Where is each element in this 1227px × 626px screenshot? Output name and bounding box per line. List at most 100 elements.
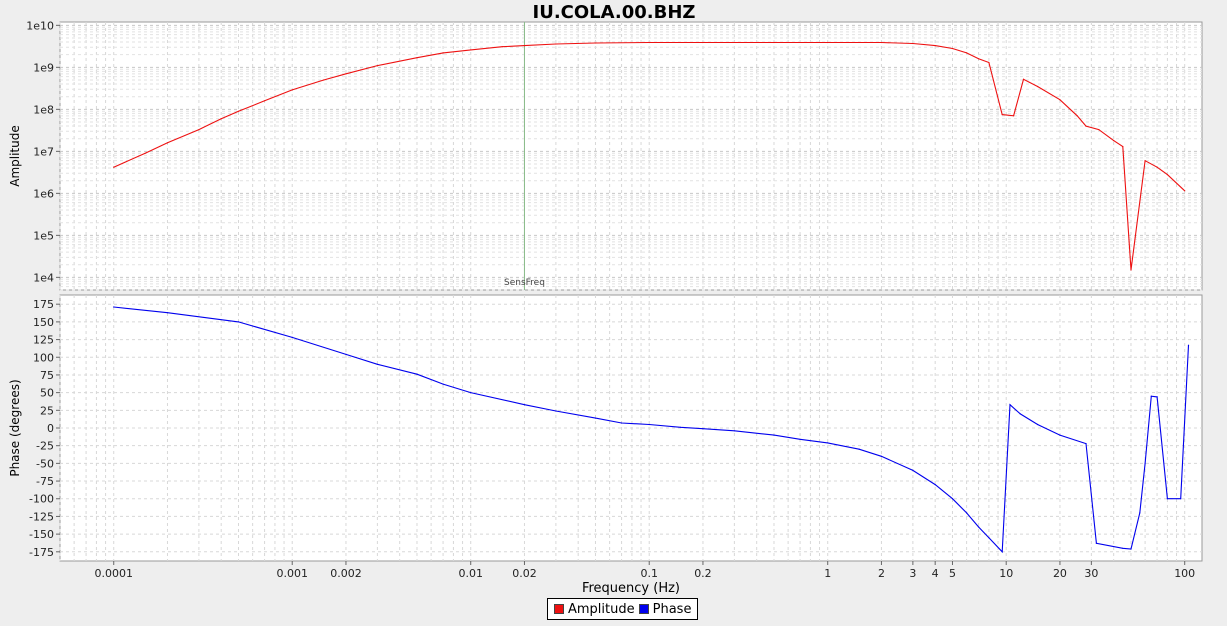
data-point-phase xyxy=(1187,344,1190,346)
data-point-amplitude xyxy=(1037,85,1039,88)
y-tick-label: 175 xyxy=(33,298,54,311)
legend-swatch-phase xyxy=(638,604,649,614)
data-point-phase xyxy=(237,321,240,323)
data-point-phase xyxy=(966,512,968,514)
data-point-amplitude xyxy=(1059,99,1061,101)
data-point-phase xyxy=(1180,498,1182,500)
data-point-phase xyxy=(1095,542,1097,544)
data-point-phase xyxy=(978,526,980,528)
data-point-phase xyxy=(416,373,418,375)
y-tick-label: 1e5 xyxy=(33,229,54,242)
data-point-phase xyxy=(1059,434,1061,436)
data-point-phase xyxy=(799,438,801,440)
data-point-amplitude xyxy=(951,47,954,50)
x-tick-label: 5 xyxy=(949,567,956,580)
y-tick-label: 125 xyxy=(33,334,54,347)
data-point-amplitude xyxy=(323,79,325,81)
data-point-phase xyxy=(523,404,526,406)
data-point-phase xyxy=(166,312,169,314)
data-point-amplitude xyxy=(291,89,293,91)
x-tick-label: 0.1 xyxy=(640,567,658,580)
data-point-amplitude xyxy=(912,42,914,45)
data-point-phase xyxy=(470,392,472,394)
chart-legend: Amplitude Phase xyxy=(547,598,699,620)
x-tick-label: 0.2 xyxy=(694,567,712,580)
data-point-phase xyxy=(1009,404,1011,406)
plot-area xyxy=(59,21,1203,291)
data-point-amplitude xyxy=(555,43,557,45)
data-point-phase xyxy=(827,442,829,444)
x-tick-label: 0.01 xyxy=(458,567,483,580)
data-point-phase xyxy=(702,428,704,430)
data-point-phase xyxy=(1144,462,1146,464)
y-axis-label: Phase (degrees) xyxy=(8,379,22,476)
y-tick-label: 1e7 xyxy=(33,145,54,158)
y-tick-label: 1e9 xyxy=(33,61,54,74)
data-point-phase xyxy=(1001,551,1003,553)
data-point-phase xyxy=(442,383,444,385)
data-point-amplitude xyxy=(237,110,240,112)
data-point-amplitude xyxy=(144,152,146,154)
data-point-amplitude xyxy=(1013,115,1015,117)
data-point-amplitude xyxy=(966,52,968,54)
legend-label-phase: Phase xyxy=(652,601,692,617)
data-point-amplitude xyxy=(1166,174,1168,176)
y-tick-label: -50 xyxy=(36,457,54,470)
data-point-amplitude xyxy=(1076,115,1078,117)
data-point-phase xyxy=(1122,547,1124,549)
data-point-amplitude xyxy=(1122,146,1124,148)
y-tick-label: -75 xyxy=(36,475,54,488)
x-tick-label: 0.02 xyxy=(512,567,537,580)
y-tick-label: -25 xyxy=(36,440,54,453)
data-point-amplitude xyxy=(827,41,829,44)
data-point-phase xyxy=(880,455,883,457)
x-tick-label: 0.0001 xyxy=(94,567,133,580)
data-point-phase xyxy=(1130,548,1132,550)
y-tick-label: 1e6 xyxy=(33,187,54,200)
data-point-phase xyxy=(1166,498,1168,500)
x-tick-label: 1 xyxy=(824,567,831,580)
data-point-amplitude xyxy=(702,41,704,44)
data-point-amplitude xyxy=(988,61,990,64)
data-point-phase xyxy=(1085,443,1087,445)
legend-item-phase: Phase xyxy=(638,601,692,617)
data-point-phase xyxy=(1156,396,1158,398)
y-tick-label: -150 xyxy=(29,528,54,541)
data-point-phase xyxy=(376,363,378,365)
x-tick-label: 2 xyxy=(878,567,885,580)
data-point-phase xyxy=(291,336,293,338)
data-point-amplitude xyxy=(1085,125,1087,127)
data-point-phase xyxy=(345,353,347,355)
data-point-amplitude xyxy=(220,118,222,120)
data-point-phase xyxy=(1150,395,1152,397)
data-point-amplitude xyxy=(470,49,472,51)
x-tick-label: 0.001 xyxy=(276,567,308,580)
data-point-phase xyxy=(858,448,860,450)
data-point-amplitude xyxy=(978,58,980,60)
data-point-phase xyxy=(1139,512,1141,514)
data-point-amplitude xyxy=(113,166,115,168)
data-point-amplitude xyxy=(523,45,526,47)
legend-swatch-amplitude xyxy=(554,604,564,614)
x-tick-label: 3 xyxy=(909,567,916,580)
y-tick-label: 1e4 xyxy=(33,271,54,284)
data-point-amplitude xyxy=(1184,190,1186,192)
data-point-phase xyxy=(733,430,736,432)
x-tick-label: 0.002 xyxy=(330,567,362,580)
data-point-phase xyxy=(1037,423,1039,426)
y-tick-label: 1e10 xyxy=(26,19,54,32)
x-tick-label: 4 xyxy=(932,567,939,580)
data-point-amplitude xyxy=(1001,114,1003,116)
data-point-phase xyxy=(621,422,623,424)
x-tick-label: 20 xyxy=(1053,567,1067,580)
x-tick-label: 10 xyxy=(999,567,1013,580)
y-tick-label: 1e8 xyxy=(33,103,54,116)
y-tick-label: -100 xyxy=(29,493,54,506)
data-point-phase xyxy=(555,410,557,412)
data-point-amplitude xyxy=(198,129,200,131)
x-tick-label: 100 xyxy=(1174,567,1195,580)
y-tick-label: 75 xyxy=(40,369,54,382)
data-point-amplitude xyxy=(442,52,444,54)
